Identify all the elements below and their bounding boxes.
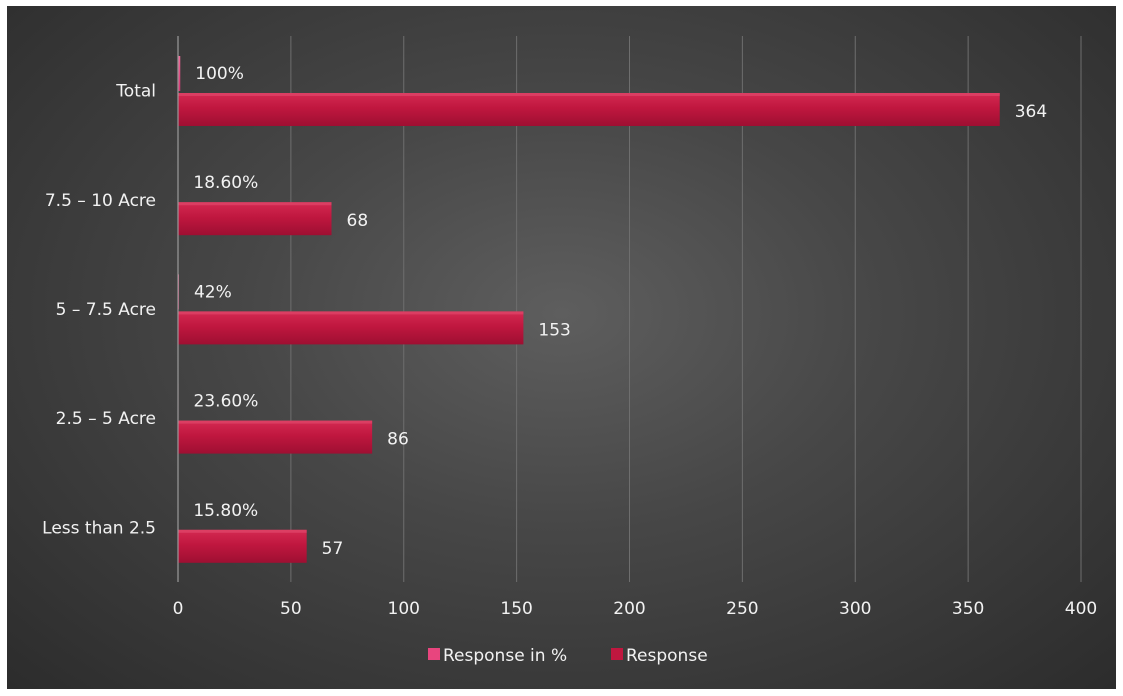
x-tick-label: 150	[500, 599, 532, 619]
x-tick-label: 200	[613, 599, 645, 619]
data-label-response-pct: 23.60%	[194, 392, 259, 412]
legend-label-response-pct: Response in %	[443, 646, 567, 666]
category-label: 5 – 7.5 Acre	[56, 300, 156, 320]
bar-response	[178, 202, 332, 236]
x-tick-label: 0	[173, 599, 184, 619]
bar-response-highlight	[178, 93, 1000, 96]
legend-swatch-response	[611, 648, 623, 660]
x-tick-label: 50	[280, 599, 302, 619]
data-labels: 100% 364 18.60% 68 42% 153 23.60% 86 15.80% 57	[193, 64, 1047, 559]
data-label-response-pct: 15.80%	[193, 501, 258, 521]
bar-response-highlight	[178, 529, 307, 533]
bar-response	[178, 420, 373, 454]
data-label-response: 364	[1015, 102, 1047, 122]
category-label: Less than 2.5	[42, 518, 156, 538]
x-tick-label: 350	[952, 599, 984, 619]
bar-response-highlight	[178, 202, 332, 206]
legend-swatch-response-pct	[428, 648, 440, 660]
legend-label-response: Response	[626, 646, 708, 666]
gridlines	[290, 36, 1082, 582]
x-tick-label: 250	[726, 599, 758, 619]
data-label-response: 57	[322, 539, 344, 559]
bar-response	[178, 311, 524, 345]
bar-response-highlight	[178, 420, 373, 424]
category-label: Total	[115, 82, 156, 102]
data-label-response: 153	[538, 320, 570, 340]
category-label: 7.5 – 10 Acre	[45, 191, 156, 211]
category-label: 2.5 – 5 Acre	[56, 409, 156, 429]
bar-response	[178, 93, 1000, 126]
x-tick-label: 300	[839, 599, 871, 619]
data-label-response: 68	[347, 211, 369, 231]
bar-response-highlight	[178, 311, 524, 315]
bar-response	[178, 529, 307, 563]
axes: 0 50 100 150 200 250 300 350 400 Total 7.5 – 10 Ac…	[42, 36, 1097, 619]
x-tick-label: 400	[1065, 599, 1097, 619]
x-tick-label: 100	[388, 599, 420, 619]
data-label-response-pct: 18.60%	[193, 173, 258, 193]
legend: Response in % Response	[428, 646, 708, 666]
data-label-response: 86	[387, 430, 409, 450]
bar-response-pct	[178, 56, 181, 91]
data-label-response-pct: 42%	[194, 282, 232, 302]
data-label-response-pct: 100%	[195, 64, 244, 84]
bars	[178, 56, 1000, 563]
